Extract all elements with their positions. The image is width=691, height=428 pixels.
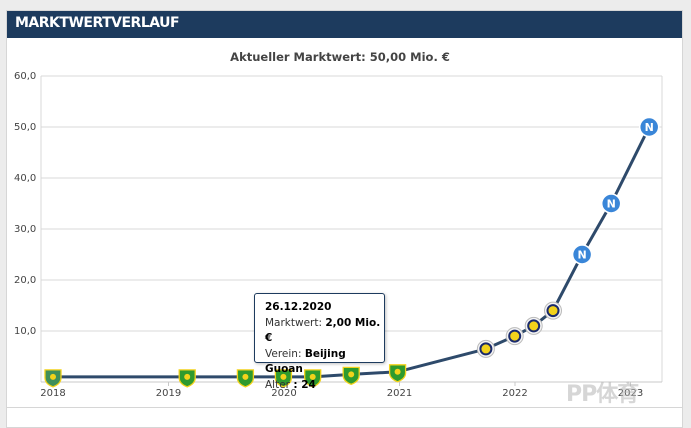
y-tick-label: 60,0 xyxy=(14,71,36,82)
chart-title: Aktueller Marktwert: 50,00 Mio. € xyxy=(230,50,450,64)
y-tick-label: 20,0 xyxy=(14,275,36,286)
data-point[interactable] xyxy=(505,327,524,346)
x-tick-label: 2019 xyxy=(156,388,181,399)
x-tick-label: 2021 xyxy=(387,388,412,399)
tooltip-club-label: Verein: xyxy=(265,347,302,360)
x-tick-label: 2020 xyxy=(271,388,296,399)
y-tick-label: 50,0 xyxy=(14,122,36,133)
data-point[interactable] xyxy=(544,301,562,320)
data-point[interactable]: N xyxy=(638,116,660,138)
fenerbahce-crest-inner xyxy=(508,329,522,343)
data-point[interactable] xyxy=(304,369,322,388)
napoli-crest-letter: N xyxy=(645,121,654,134)
y-tick-label: 30,0 xyxy=(14,224,36,235)
crest-emblem xyxy=(394,368,401,375)
data-points: N N N xyxy=(44,116,660,388)
data-point[interactable] xyxy=(524,316,543,335)
napoli-crest-icon xyxy=(571,244,593,265)
data-point[interactable]: N xyxy=(571,244,593,265)
y-tick-label: 10,0 xyxy=(14,326,36,337)
data-point[interactable] xyxy=(274,369,293,388)
chart-grid xyxy=(40,75,663,383)
tooltip-value-label: Marktwert: xyxy=(265,316,323,329)
crest-emblem xyxy=(242,373,249,380)
tooltip-value: 2,00 Mio. € xyxy=(265,316,381,345)
watermark-logo: PP体育 xyxy=(566,382,639,407)
data-point[interactable]: N xyxy=(600,193,622,214)
data-point[interactable] xyxy=(476,339,495,358)
tooltip-age-label: Alter xyxy=(265,378,290,391)
tooltip-age: : 24 xyxy=(293,378,316,391)
x-tick-label: 2022 xyxy=(502,388,527,399)
fenerbahce-crest-inner xyxy=(479,342,493,356)
y-axis-ticks: 10,0 20,0 30,0 40,0 50,0 60,0 xyxy=(14,71,36,337)
napoli-crest-icon xyxy=(600,193,622,214)
data-point[interactable] xyxy=(342,366,360,386)
crest-emblem xyxy=(348,371,355,378)
data-point[interactable] xyxy=(388,364,407,383)
napoli-crest-icon xyxy=(638,116,660,138)
y-tick-label: 40,0 xyxy=(14,173,36,184)
napoli-crest-letter: N xyxy=(577,249,586,262)
data-tooltip: 26.12.2020 Marktwert: 2,00 Mio. € Verein… xyxy=(254,293,385,391)
fenerbahce-crest-inner xyxy=(546,304,560,318)
panel-divider xyxy=(7,407,682,408)
x-axis-ticks: 2018 2019 2020 2021 2022 2023 xyxy=(40,382,643,399)
data-point[interactable] xyxy=(44,369,62,388)
crest-emblem xyxy=(50,373,56,380)
data-point[interactable] xyxy=(178,369,196,388)
tooltip-club: Beijing Guoan xyxy=(265,347,346,376)
panel-header: Marktwertverlauf xyxy=(7,11,682,38)
crest-emblem xyxy=(280,373,287,380)
napoli-crest-letter: N xyxy=(607,198,616,211)
crest-emblem xyxy=(309,373,316,380)
x-tick-label: 2023 xyxy=(618,388,643,399)
panel-title: Marktwertverlauf xyxy=(15,15,180,31)
data-point[interactable] xyxy=(236,369,255,388)
crest-emblem xyxy=(184,373,191,380)
tooltip-date: 26.12.2020 xyxy=(265,301,332,313)
x-tick-label: 2018 xyxy=(40,388,65,399)
fenerbahce-crest-inner xyxy=(527,319,541,333)
